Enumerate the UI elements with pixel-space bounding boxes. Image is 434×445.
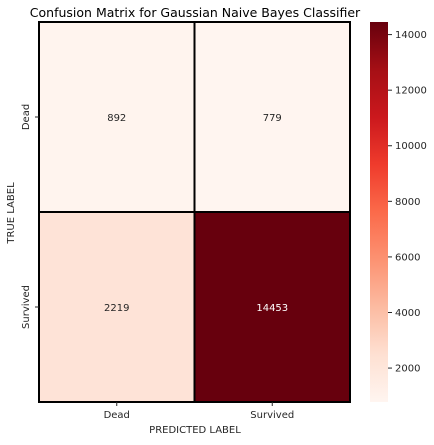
cell-value-label: 779 bbox=[263, 113, 282, 124]
y-tick-label: Survived bbox=[21, 285, 32, 329]
cell-value-label: 14453 bbox=[256, 303, 288, 314]
heatmap-cell bbox=[193, 211, 351, 403]
y-tick-label: Dead bbox=[21, 104, 32, 130]
x-tick-label: Dead bbox=[104, 410, 130, 421]
heatmap-cell bbox=[38, 21, 196, 213]
colorbar-tick-label: 12000 bbox=[395, 86, 427, 97]
y-axis-ticks: Dead Survived bbox=[21, 104, 39, 329]
colorbar-tick-label: 14000 bbox=[395, 30, 427, 41]
colorbar-tick-label: 8000 bbox=[395, 197, 420, 208]
colorbar bbox=[370, 22, 388, 402]
x-axis-label: PREDICTED LABEL bbox=[149, 425, 241, 436]
heatmap-cells bbox=[38, 21, 351, 403]
cell-value-label: 892 bbox=[107, 113, 126, 124]
x-tick-label: Survived bbox=[250, 410, 294, 421]
colorbar-tick-label: 2000 bbox=[395, 364, 420, 375]
colorbar-tick-label: 4000 bbox=[395, 308, 420, 319]
heatmap-cell bbox=[38, 211, 196, 403]
colorbar-ticks: 2000 4000 6000 8000 10000 12000 14000 bbox=[388, 30, 427, 375]
colorbar-tick-label: 6000 bbox=[395, 252, 420, 263]
x-axis-ticks: Dead Survived bbox=[104, 402, 294, 421]
y-axis-label: TRUE LABEL bbox=[6, 182, 17, 245]
colorbar-tick-label: 10000 bbox=[395, 141, 427, 152]
heatmap-annotations: 892 779 2219 14453 bbox=[104, 113, 288, 314]
heatmap-cell bbox=[193, 21, 351, 213]
chart-title: Confusion Matrix for Gaussian Naive Baye… bbox=[30, 5, 361, 20]
cell-value-label: 2219 bbox=[104, 303, 129, 314]
